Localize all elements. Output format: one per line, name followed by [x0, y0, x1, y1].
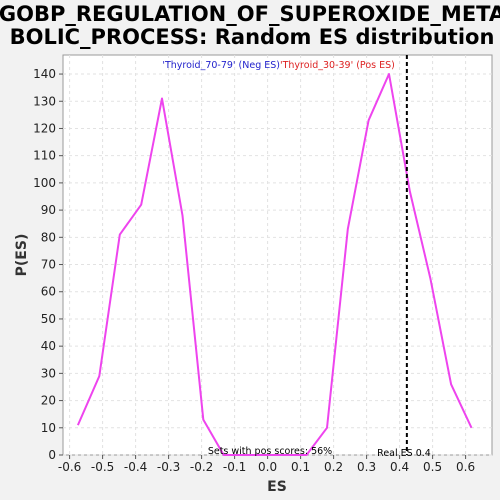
x-tick-label: 0.5 [423, 460, 442, 474]
x-tick-label: -0.1 [223, 460, 246, 474]
legend-pos-es: 'Thyroid_30-39' (Pos ES) [280, 60, 395, 71]
x-tick-label: 0.1 [291, 460, 310, 474]
y-tick-label: 100 [33, 176, 56, 190]
y-tick-label: 60 [41, 285, 56, 299]
legend-neg-es: 'Thyroid_70-79' (Neg ES) [162, 60, 280, 71]
y-tick-label: 30 [41, 366, 56, 380]
y-tick-label: 90 [41, 203, 56, 217]
y-tick-label: 130 [33, 94, 56, 108]
y-tick-label: 10 [41, 421, 56, 435]
x-tick-label: -0.5 [91, 460, 114, 474]
axes: -0.6 -0.5 -0.4 -0.3 -0.2 -0.1 0.0 0.1 0.2 0.3 0.4 0… [33, 67, 475, 474]
x-tick-label: -0.3 [157, 460, 180, 474]
y-axis-label: P(ES) [14, 234, 30, 277]
y-tick-label: 0 [48, 448, 56, 462]
x-tick-label: -0.4 [124, 460, 147, 474]
y-tick-label: 40 [41, 339, 56, 353]
x-tick-label: 0.0 [258, 460, 277, 474]
y-tick-label: 70 [41, 258, 56, 272]
x-tick-label: -0.6 [58, 460, 81, 474]
y-tick-label: 110 [33, 149, 56, 163]
y-tick-label: 120 [33, 121, 56, 135]
x-tick-label: 0.2 [324, 460, 343, 474]
pos-scores-annotation: Sets with pos scores: 56% [208, 446, 332, 457]
y-tick-label: 50 [41, 312, 56, 326]
plot-area [62, 54, 493, 456]
x-tick-label: 0.4 [390, 460, 409, 474]
series-line [76, 73, 473, 456]
chart-title-line-2: BOLIC_PROCESS: Random ES distribution [10, 25, 495, 49]
x-tick-label: 0.3 [357, 460, 376, 474]
x-tick-label: 0.6 [456, 460, 475, 474]
grid [63, 55, 492, 456]
y-tick-label: 80 [41, 230, 56, 244]
x-tick-label: -0.2 [190, 460, 213, 474]
chart-title-line-1: GOBP_REGULATION_OF_SUPEROXIDE_META [0, 2, 500, 26]
y-tick-label: 20 [41, 394, 56, 408]
y-tick-label: 140 [33, 67, 56, 81]
series-layer [76, 73, 473, 456]
x-axis-label: ES [267, 479, 287, 495]
real-es-label: Real ES 0.4 [377, 448, 431, 459]
